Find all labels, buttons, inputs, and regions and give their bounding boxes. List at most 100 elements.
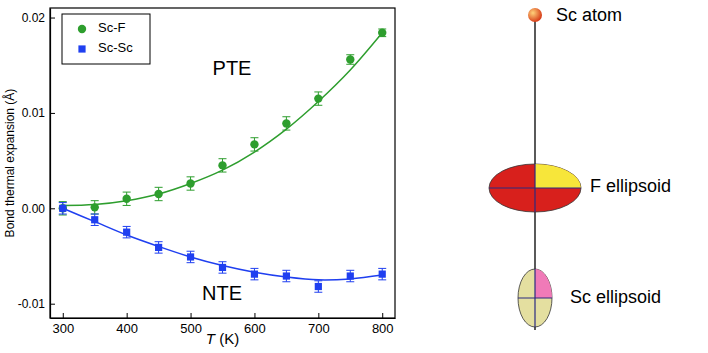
data-point <box>91 216 98 223</box>
tick-label: 0.02 <box>22 11 46 25</box>
data-point <box>282 119 290 127</box>
tick-mark <box>318 313 319 318</box>
data-point <box>123 229 130 236</box>
tick-mark <box>50 208 55 209</box>
tick: 0.02 <box>22 11 55 25</box>
diagram-label: F ellipsoid <box>590 176 671 196</box>
error-bar <box>219 159 227 172</box>
tick-mark <box>63 313 64 318</box>
tick-mark <box>127 313 128 318</box>
data-point <box>187 253 194 260</box>
error-bar <box>314 281 322 292</box>
tick-label: -0.01 <box>18 297 46 311</box>
y-axis-title: Bond thermal expansion (Å) <box>2 89 17 238</box>
data-point <box>122 195 130 203</box>
error-bar <box>59 203 67 214</box>
tick-mark <box>50 113 55 114</box>
error-bar <box>346 270 354 281</box>
data-point <box>59 204 67 212</box>
tick: 300 <box>52 313 74 336</box>
data-point <box>218 161 226 169</box>
tick: 500 <box>180 313 202 336</box>
f-ellipsoid <box>489 164 581 212</box>
tick-mark <box>50 18 55 19</box>
data-point <box>347 272 354 279</box>
series <box>59 203 386 293</box>
sc-ellipsoid <box>518 269 552 327</box>
data-point <box>315 283 322 290</box>
chart-container: 300 400 500 600 700 800 -0.01 0.00 0.01 0.02 T (K)… <box>0 0 708 353</box>
error-bar <box>378 29 386 37</box>
y-axis: -0.01 0.00 0.01 0.02 <box>18 9 55 319</box>
tick-mark <box>191 313 192 318</box>
data-point <box>154 190 162 198</box>
error-bar <box>155 242 163 253</box>
data-point <box>219 264 226 271</box>
annotation: PTE <box>213 57 252 79</box>
fit-line <box>63 208 382 280</box>
data-point <box>379 271 386 278</box>
data-point <box>155 244 162 251</box>
error-bar <box>91 201 99 214</box>
legend: Sc-F Sc-Sc <box>62 14 150 64</box>
axis-line <box>50 9 51 319</box>
error-bar <box>250 268 258 279</box>
data-point <box>314 94 322 102</box>
data-point <box>59 205 66 212</box>
legend-label: Sc-F <box>98 20 126 35</box>
tick-label: 500 <box>180 321 202 336</box>
tick: 800 <box>372 313 394 336</box>
error-bar <box>155 187 163 200</box>
tick-label: 400 <box>116 321 138 336</box>
annotation: NTE <box>202 282 242 304</box>
data-point <box>283 272 290 279</box>
data-point <box>251 271 258 278</box>
tick: 600 <box>244 313 266 336</box>
error-bar <box>282 117 290 130</box>
error-bar <box>314 92 322 105</box>
data-point <box>91 203 99 211</box>
data-point <box>186 179 194 187</box>
error-bar <box>59 202 67 215</box>
error-bar <box>378 268 386 279</box>
legend-label: Sc-Sc <box>98 40 133 55</box>
data-point <box>378 29 386 37</box>
error-bar <box>123 226 131 237</box>
bond-line <box>534 16 535 330</box>
tick-mark <box>382 313 383 318</box>
tick-mark <box>254 313 255 318</box>
tick: 0.01 <box>22 106 55 120</box>
diagram-label: Sc ellipsoid <box>570 287 661 307</box>
error-bar <box>346 55 354 65</box>
legend-box <box>62 14 150 64</box>
error-bar <box>123 192 131 205</box>
figure: 300 400 500 600 700 800 -0.01 0.00 0.01 0.02 T (K)… <box>0 0 708 353</box>
data-point <box>250 140 258 148</box>
tick-label: 600 <box>244 321 266 336</box>
legend-symbol <box>78 25 86 33</box>
error-bar <box>250 138 258 151</box>
x-axis-title: T (K) <box>206 330 239 347</box>
tick-label: 0.00 <box>22 202 46 216</box>
error-bar <box>282 270 290 281</box>
ellipsoid-diagram: Sc atom F ellipsoid Sc ellipsoid <box>489 5 671 330</box>
tick: 400 <box>116 313 138 336</box>
legend-symbol <box>78 45 85 52</box>
error-bar <box>91 214 99 225</box>
tick-label: 800 <box>372 321 394 336</box>
plot-frame <box>50 8 395 318</box>
tick: 700 <box>308 313 330 336</box>
axis-line <box>51 318 396 319</box>
diagram-label: Sc atom <box>556 5 622 25</box>
tick-label: 700 <box>308 321 330 336</box>
error-bar <box>187 177 195 190</box>
data-point <box>346 55 354 63</box>
tick: 0.00 <box>22 202 55 216</box>
tick-label: 300 <box>52 321 74 336</box>
plot-area <box>59 29 387 293</box>
error-bar <box>219 262 227 273</box>
tick-mark <box>50 304 55 305</box>
error-bar <box>187 251 195 262</box>
sc-atom <box>528 8 542 22</box>
tick-label: 0.01 <box>22 106 46 120</box>
